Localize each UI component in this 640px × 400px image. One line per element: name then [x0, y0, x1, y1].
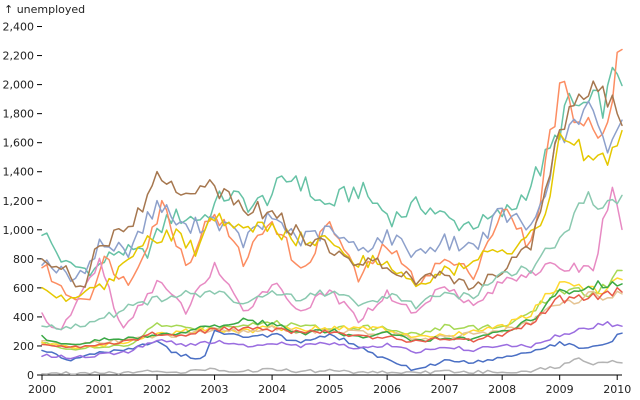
x-tick-label: 2003: [201, 383, 229, 396]
series-line-4: [41, 269, 623, 351]
series-line-13: [41, 280, 623, 346]
series-line-1: [41, 48, 623, 301]
x-tick-label: 2001: [86, 383, 114, 396]
series-line-8: [41, 129, 623, 303]
y-tick-label: 2,000: [3, 79, 35, 92]
y-tick-label: 2,200: [3, 50, 35, 63]
series-line-14: [41, 286, 623, 349]
x-axis: 2000 2001 2002 2003 2004 2005 2006 2007 2008 2009…: [28, 374, 631, 396]
y-tick-label: 800: [13, 253, 34, 266]
series-layer: [41, 48, 623, 376]
x-tick-label: 2006: [373, 383, 401, 396]
y-tick-label: 1,000: [3, 224, 35, 237]
series-line-0: [41, 66, 623, 277]
y-axis-title: ↑ unemployed: [4, 3, 85, 16]
series-line-12: [41, 321, 623, 360]
y-tick-label: 2,400: [3, 21, 35, 34]
series-line-10: [41, 191, 623, 331]
series-line-7: [41, 357, 623, 376]
x-tick-label: 2008: [488, 383, 516, 396]
x-tick-label: 2010: [603, 383, 631, 396]
y-tick-label: 1,600: [3, 137, 35, 150]
y-tick-label: 1,400: [3, 166, 35, 179]
x-tick-label: 2005: [316, 383, 344, 396]
y-axis: 0 200 400 600 800 1,000 1,200 1,400 1,600 1,800 2,…: [3, 21, 42, 382]
x-tick-label: 2004: [258, 383, 286, 396]
x-tick-label: 2007: [431, 383, 459, 396]
y-tick-label: 600: [13, 282, 34, 295]
y-tick-label: 0: [27, 369, 34, 382]
x-tick-label: 2002: [143, 383, 171, 396]
x-tick-label: 2000: [28, 383, 56, 396]
y-tick-label: 400: [13, 311, 34, 324]
series-line-3: [41, 186, 623, 331]
y-tick-label: 1,200: [3, 195, 35, 208]
series-line-9: [41, 80, 623, 291]
y-tick-label: 200: [13, 340, 34, 353]
x-tick-label: 2009: [546, 383, 574, 396]
series-line-2: [41, 100, 623, 283]
y-tick-label: 1,800: [3, 108, 35, 121]
